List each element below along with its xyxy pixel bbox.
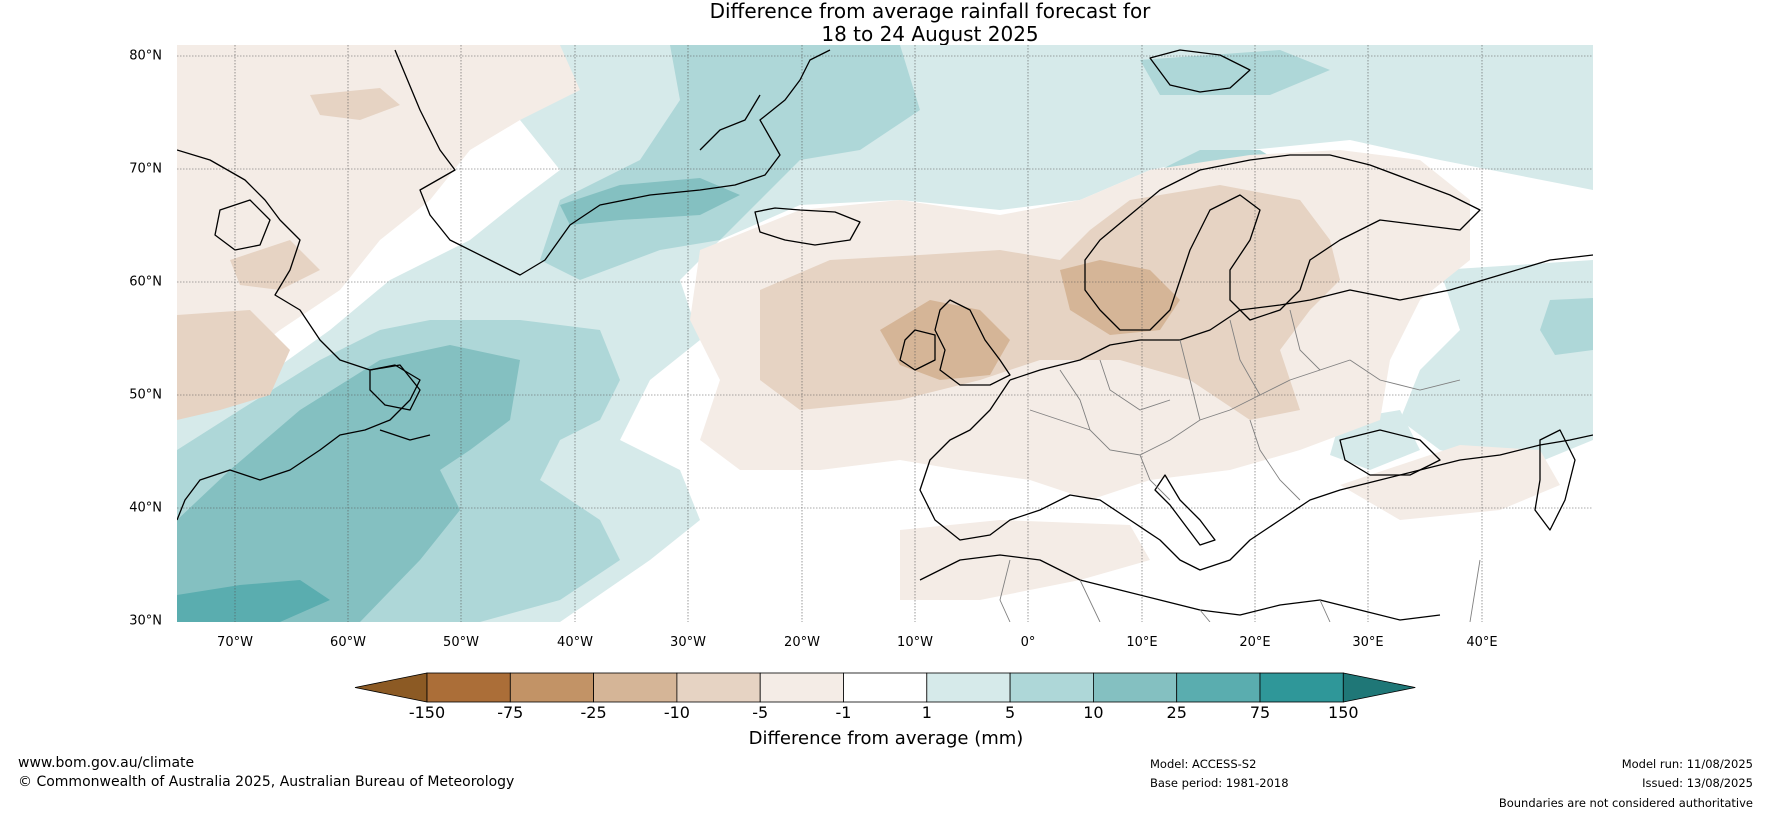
anomaly-slight-dry-canada bbox=[177, 45, 580, 390]
coastline-continental-europe bbox=[919, 254, 1593, 571]
country-borders bbox=[999, 309, 1481, 622]
colorbar-segment bbox=[759, 672, 844, 703]
colorbar-segment bbox=[676, 672, 761, 703]
coastline-labrador-peninsula bbox=[214, 199, 271, 251]
colorbar-tick-label: -150 bbox=[408, 703, 446, 722]
colorbar-tick-label: -5 bbox=[752, 703, 769, 722]
coastlines bbox=[177, 49, 1593, 621]
longitude-gridlines bbox=[234, 45, 1483, 622]
lat-label-80n: 80°N bbox=[129, 48, 162, 64]
lon-label-10w: 10°W bbox=[897, 635, 933, 650]
colorbar-extend-low bbox=[354, 672, 428, 703]
footer-base-period: Base period: 1981-2018 bbox=[1150, 776, 1289, 790]
colorbar-segment bbox=[426, 672, 511, 703]
border-lines-central-europe bbox=[1029, 309, 1461, 501]
colorbar-tick-label: 10 bbox=[1083, 703, 1104, 722]
lon-label-50w: 50°W bbox=[443, 635, 479, 650]
colorbar-segment bbox=[843, 672, 928, 703]
anomaly-medium-wet-greenland-sea bbox=[540, 45, 920, 280]
colorbar-tick-label: 75 bbox=[1249, 703, 1271, 722]
colorbar-tick-label: -25 bbox=[580, 703, 607, 722]
coastline-caspian bbox=[1534, 429, 1576, 531]
footer-disclaimer: Boundaries are not considered authoritat… bbox=[1498, 796, 1753, 810]
lon-label-30w: 30°W bbox=[670, 635, 706, 650]
lat-label-70n: 70°N bbox=[129, 161, 162, 177]
lat-label-60n: 60°N bbox=[129, 274, 162, 290]
colorbar-segment bbox=[593, 672, 678, 703]
footer-model: Model: ACCESS-S2 bbox=[1150, 757, 1257, 771]
lon-label-40e: 40°E bbox=[1466, 635, 1498, 650]
border-lines-north-africa bbox=[999, 559, 1481, 622]
anomaly-slight-dry-anatolia bbox=[1340, 445, 1560, 520]
colorbar-extend-high bbox=[1342, 672, 1416, 703]
colorbar-segment bbox=[509, 672, 594, 703]
anomaly-dry-labrador bbox=[177, 310, 290, 420]
anomaly-medium-wet-barents bbox=[1140, 50, 1330, 95]
lon-label-30e: 30°E bbox=[1352, 635, 1384, 650]
anomaly-moderate-dry-british-isles bbox=[880, 300, 1010, 380]
coastline-north-africa bbox=[919, 554, 1441, 621]
colorbar-tick-label: 150 bbox=[1328, 703, 1359, 722]
colorbar-tick-label: -10 bbox=[663, 703, 690, 722]
anomaly-strong-wet-southwest bbox=[177, 580, 330, 622]
colorbar-tick-label: -1 bbox=[835, 703, 852, 722]
footer-issued: Issued: 13/08/2025 bbox=[1642, 776, 1753, 790]
colorbar-tick-label: 25 bbox=[1166, 703, 1187, 722]
colorbar-title: Difference from average (mm) bbox=[748, 728, 1024, 749]
colorbar-tick-label: 1 bbox=[921, 703, 932, 722]
coastline-british-isles bbox=[899, 299, 1011, 386]
colorbar-tick-label: -75 bbox=[497, 703, 524, 722]
lat-label-50n: 50°N bbox=[129, 387, 162, 403]
lat-label-30n: 30°N bbox=[129, 613, 162, 629]
map-title: Difference from average rainfall forecas… bbox=[530, 0, 1330, 46]
latitude-gridlines bbox=[177, 55, 1593, 509]
anomaly-dry-hudson bbox=[230, 240, 320, 290]
title-line-1: Difference from average rainfall forecas… bbox=[709, 0, 1151, 23]
anomaly-light-wet-east bbox=[1400, 260, 1593, 470]
anomaly-wet-newfoundland-basin bbox=[177, 345, 520, 622]
footer-website: www.bom.gov.au/climate bbox=[18, 755, 195, 771]
lon-label-60w: 60°W bbox=[330, 635, 366, 650]
colorbar bbox=[354, 672, 1416, 703]
coastline-italy bbox=[1154, 474, 1216, 546]
colorbar-segment bbox=[1259, 672, 1344, 703]
coastline-scandinavia bbox=[1084, 154, 1481, 331]
colorbar-segment bbox=[1176, 672, 1261, 703]
colorbar-segment bbox=[1009, 672, 1094, 703]
colorbar-tick-label: 5 bbox=[1005, 703, 1016, 722]
coastline-north-america bbox=[177, 149, 431, 521]
colorbar-segment bbox=[1093, 672, 1178, 703]
anomaly-moderate-dry-norway bbox=[1060, 260, 1180, 335]
coastline-newfoundland bbox=[369, 364, 421, 411]
map-plot-area bbox=[177, 45, 1593, 622]
coastline-greenland bbox=[394, 49, 831, 276]
anomaly-medium-wet-volga bbox=[1540, 298, 1593, 355]
lon-label-20e: 20°E bbox=[1239, 635, 1271, 650]
lon-label-40w: 40°W bbox=[557, 635, 593, 650]
anomaly-wet-denmark-strait bbox=[560, 178, 740, 225]
lon-label-70w: 70°W bbox=[217, 635, 253, 650]
anomaly-dry-baffin bbox=[310, 88, 400, 120]
footer-copyright: © Commonwealth of Australia 2025, Austra… bbox=[18, 774, 515, 790]
coastline-iceland bbox=[754, 207, 861, 246]
lon-label-10e: 10°E bbox=[1126, 635, 1158, 650]
lon-label-0: 0° bbox=[1020, 635, 1036, 650]
lat-label-40n: 40°N bbox=[129, 500, 162, 516]
title-line-2: 18 to 24 August 2025 bbox=[821, 22, 1039, 46]
lon-label-20w: 20°W bbox=[784, 635, 820, 650]
colorbar-segment bbox=[926, 672, 1011, 703]
coastline-black-sea bbox=[1339, 429, 1441, 476]
footer-model-run: Model run: 11/08/2025 bbox=[1621, 757, 1753, 771]
coastline-svalbard bbox=[1149, 49, 1251, 93]
